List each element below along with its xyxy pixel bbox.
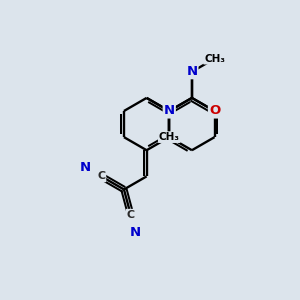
Text: CH₃: CH₃ — [204, 54, 225, 64]
Text: C: C — [127, 210, 135, 220]
Text: O: O — [209, 104, 220, 118]
Text: CH₃: CH₃ — [159, 132, 180, 142]
Text: C: C — [97, 171, 105, 182]
Text: N: N — [164, 104, 175, 118]
Text: N: N — [80, 161, 91, 174]
Text: N: N — [186, 65, 197, 78]
Text: N: N — [130, 226, 141, 239]
